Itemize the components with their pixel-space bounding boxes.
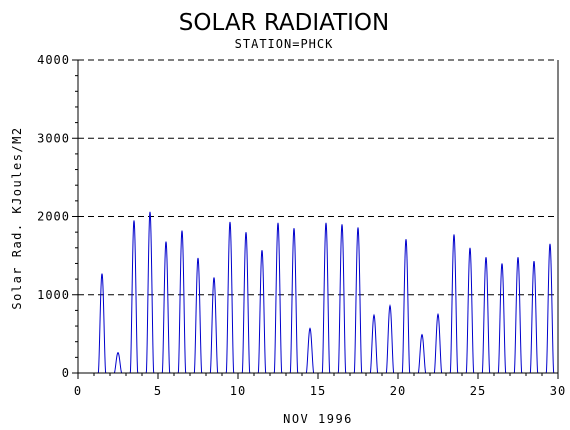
x-tick-label: 25 [470, 384, 486, 398]
x-tick-label: 15 [310, 384, 326, 398]
chart-title: SOLAR RADIATION [179, 10, 389, 36]
x-tick-label: 30 [550, 384, 566, 398]
tick-marks [72, 59, 559, 379]
x-axis-label: NOV 1996 [283, 412, 353, 426]
tick-labels: 0 1000 2000 3000 4000 0 5 10 15 20 25 30 [37, 53, 566, 398]
y-tick-label: 4000 [37, 53, 70, 67]
series-group [78, 211, 558, 374]
series-line-0 [78, 211, 558, 374]
x-tick-label: 20 [390, 384, 406, 398]
y-tick-label: 0 [62, 366, 70, 380]
x-tick-label: 5 [154, 384, 162, 398]
y-tick-label: 3000 [37, 131, 70, 145]
chart-subtitle: STATION=PHCK [235, 37, 334, 51]
y-tick-label: 2000 [37, 210, 70, 224]
y-axis-label: Solar Rad. KJoules/M2 [10, 126, 24, 309]
grid-lines [78, 59, 558, 296]
x-tick-label: 10 [230, 384, 246, 398]
y-tick-label: 1000 [37, 288, 70, 302]
x-tick-label: 0 [74, 384, 82, 398]
